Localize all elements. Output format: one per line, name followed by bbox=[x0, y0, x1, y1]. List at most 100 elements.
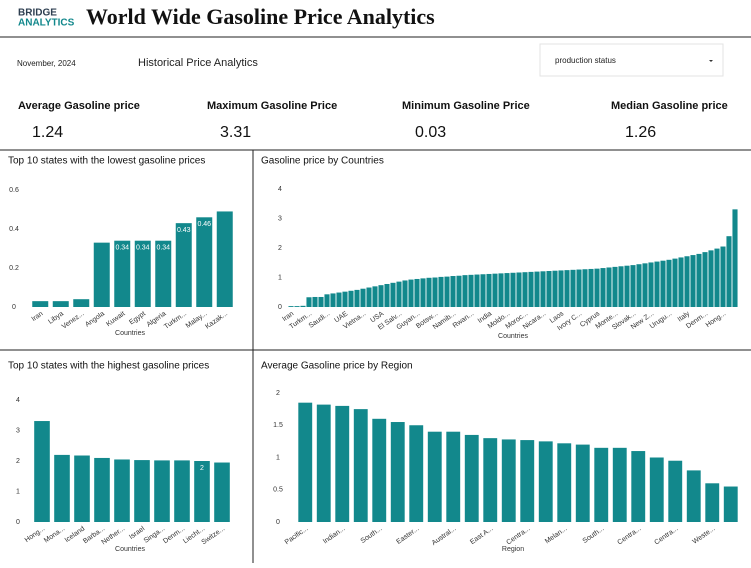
bar bbox=[34, 421, 50, 522]
logo-line1: BRIDGE bbox=[18, 8, 57, 19]
dropdown-arrow[interactable] bbox=[709, 60, 713, 62]
y-tick-label: 2 bbox=[276, 390, 280, 397]
bar bbox=[522, 272, 528, 307]
bar bbox=[390, 422, 405, 522]
x-tick-label: Rwan... bbox=[452, 310, 475, 329]
x-tick-label: Centra... bbox=[653, 525, 679, 546]
bar bbox=[432, 277, 438, 307]
bar bbox=[594, 447, 609, 522]
bar bbox=[510, 272, 516, 307]
bar bbox=[335, 405, 350, 522]
chart-title: Average Gasoline price by Region bbox=[261, 361, 413, 372]
bar bbox=[630, 265, 636, 307]
bar bbox=[468, 274, 474, 307]
chart-title: Gasoline price by Countries bbox=[261, 156, 384, 167]
y-tick-label: 0 bbox=[16, 519, 20, 526]
bar bbox=[360, 288, 366, 307]
dropdown-label[interactable]: production status bbox=[555, 56, 616, 65]
bar bbox=[402, 280, 408, 307]
dropdown-box[interactable] bbox=[539, 43, 724, 77]
bar bbox=[446, 431, 461, 522]
x-tick-label: Hong... bbox=[705, 310, 728, 329]
x-tick-label: Denm... bbox=[162, 525, 186, 545]
x-tick-label: Indian... bbox=[322, 525, 346, 545]
data-label: 0.34 bbox=[136, 245, 150, 252]
dropdown[interactable]: production status bbox=[539, 43, 724, 77]
bar bbox=[438, 276, 444, 307]
dashboard-title: World Wide Gasoline Price Analytics bbox=[86, 4, 435, 29]
kpi-value: 1.26 bbox=[625, 124, 656, 141]
bar bbox=[134, 240, 151, 307]
bar bbox=[94, 457, 110, 522]
chart: Top 10 states with the highest gasoline … bbox=[8, 361, 230, 553]
y-tick-label: 0.5 bbox=[273, 487, 283, 494]
bar bbox=[74, 455, 90, 522]
bar bbox=[516, 272, 522, 307]
x-tick-label: Mona... bbox=[43, 525, 66, 544]
bar bbox=[696, 253, 702, 307]
bar bbox=[396, 281, 402, 307]
y-tick-label: 0 bbox=[278, 304, 282, 311]
bar bbox=[372, 286, 378, 307]
bar bbox=[214, 462, 230, 522]
bar bbox=[390, 282, 396, 307]
bar bbox=[648, 262, 654, 307]
chart: Top 10 states with the lowest gasoline p… bbox=[8, 156, 233, 337]
bar bbox=[330, 293, 336, 307]
bar bbox=[288, 306, 294, 307]
y-tick-label: 0 bbox=[276, 519, 280, 526]
bar bbox=[575, 444, 590, 522]
bar bbox=[114, 240, 131, 307]
bar bbox=[384, 283, 390, 307]
bar bbox=[134, 460, 150, 522]
x-tick-label: Venez... bbox=[61, 310, 86, 330]
x-tick-label: Centra... bbox=[505, 525, 531, 546]
bar bbox=[594, 268, 600, 307]
y-tick-label: 4 bbox=[278, 186, 282, 193]
bar bbox=[353, 409, 368, 522]
bar bbox=[576, 269, 582, 307]
bar bbox=[216, 211, 233, 307]
bar bbox=[504, 273, 510, 307]
x-tick-label: Centra... bbox=[616, 525, 642, 546]
date-filter: November, 2024 bbox=[17, 59, 76, 68]
bar bbox=[732, 209, 738, 307]
x-tick-label: Melan... bbox=[544, 525, 568, 545]
y-tick-label: 2 bbox=[16, 458, 20, 465]
kpi-value: 1.24 bbox=[32, 124, 63, 141]
bar bbox=[354, 289, 360, 307]
y-tick-label: 1 bbox=[16, 488, 20, 495]
bar bbox=[612, 266, 618, 307]
bar bbox=[708, 250, 714, 307]
bar bbox=[649, 457, 664, 522]
chart: Average Gasoline price by Region 0 0.5 1 1.5… bbox=[261, 361, 738, 553]
bar bbox=[73, 299, 90, 307]
x-tick-label: Iran bbox=[31, 310, 45, 323]
bar bbox=[668, 460, 683, 522]
data-label: 0.34 bbox=[115, 245, 129, 252]
bar bbox=[194, 461, 210, 522]
x-tick-label: Kuwait bbox=[105, 310, 126, 328]
bar bbox=[52, 301, 69, 307]
bar bbox=[336, 292, 342, 307]
x-tick-label: Angola bbox=[84, 310, 106, 328]
bar bbox=[414, 278, 420, 307]
y-tick-label: 0 bbox=[12, 304, 16, 311]
bar bbox=[342, 291, 348, 307]
bar bbox=[462, 275, 468, 307]
x-tick-label: Kazak... bbox=[204, 310, 229, 330]
bar bbox=[312, 296, 318, 307]
bar bbox=[540, 271, 546, 307]
bar bbox=[480, 274, 486, 307]
x-axis-label: Countries bbox=[115, 330, 145, 337]
bar bbox=[426, 277, 432, 307]
x-tick-label: Saudi... bbox=[308, 310, 332, 329]
bar bbox=[618, 266, 624, 307]
bar bbox=[714, 248, 720, 307]
y-tick-label: 3 bbox=[16, 427, 20, 434]
bar bbox=[702, 252, 708, 307]
bar bbox=[372, 418, 387, 522]
bar bbox=[318, 296, 324, 307]
bar bbox=[324, 294, 330, 307]
